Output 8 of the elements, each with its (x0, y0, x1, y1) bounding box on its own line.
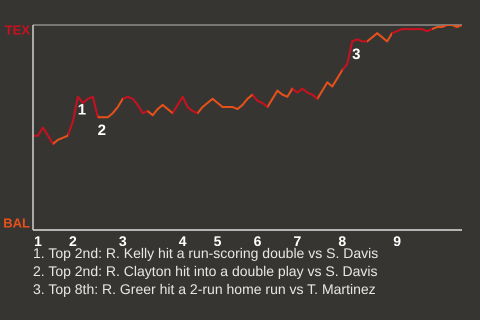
text: 3. Top 8th: R. Greer hit a 2-run home run vs T. Martinez (33, 280, 377, 298)
text: BAL (3, 216, 30, 231)
text: TEX (4, 22, 30, 38)
x-tick-label: 9 (393, 232, 402, 249)
annotation: 1 (78, 101, 86, 118)
text: 2. Top 2nd: R. Clayton hit into a double play vs S. Davis (33, 262, 378, 280)
annotation: 2 (98, 122, 106, 139)
annotation: 3 (352, 46, 360, 64)
